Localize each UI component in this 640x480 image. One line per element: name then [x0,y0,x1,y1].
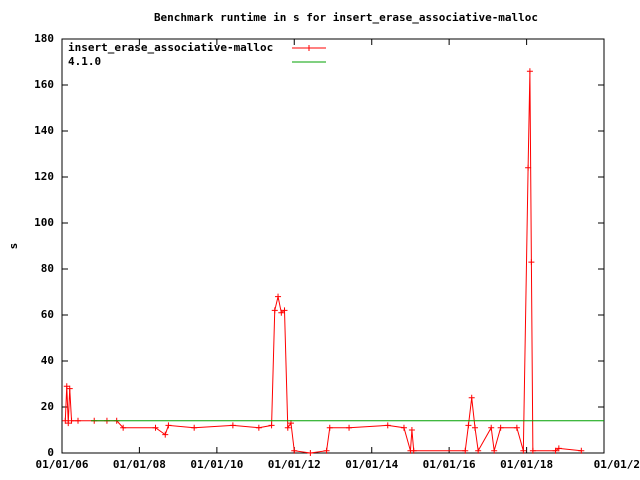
point-marker [291,447,298,454]
point-marker [255,424,262,431]
point-marker [271,307,278,314]
point-marker [307,450,314,456]
point-marker [165,422,172,429]
y-tick-label: 40 [41,354,54,367]
x-tick-label: 01/01/10 [190,458,243,471]
series-line [64,71,582,454]
chart-title: Benchmark runtime in s for insert_erase_… [154,11,538,24]
point-marker [65,420,72,427]
point-marker [384,422,391,429]
point-marker [526,68,533,75]
point-marker [462,447,469,454]
y-tick-label: 120 [34,170,54,183]
point-marker [408,427,415,433]
point-marker [268,422,275,429]
point-marker [468,394,475,401]
point-marker [513,424,520,431]
point-marker [552,447,559,454]
y-tick-label: 160 [34,78,54,91]
x-tick-label: 01/01/18 [500,458,553,471]
point-marker [471,424,478,431]
point-marker [410,447,417,454]
point-marker [555,445,562,452]
point-marker [400,424,407,431]
point-marker [323,447,330,454]
y-tick-label: 20 [41,400,54,413]
y-tick-label: 60 [41,308,54,321]
point-marker [497,424,504,431]
point-marker [191,424,198,431]
point-marker [75,417,82,424]
point-marker [68,417,75,424]
legend-label: 4.1.0 [68,55,101,68]
point-marker [465,422,472,429]
point-marker [284,424,291,431]
x-tick-label: 01/01/08 [113,458,166,471]
legend-marker [306,45,312,51]
y-tick-label: 0 [47,446,54,459]
point-marker [275,293,282,300]
point-marker [491,447,498,454]
x-tick-label: 01/01/12 [268,458,321,471]
point-marker [525,164,532,171]
x-tick-label: 01/01/2 [594,458,640,471]
plot-border [61,38,605,454]
y-axis-label: s [7,243,20,250]
point-marker [326,424,333,431]
point-marker [529,447,536,454]
y-tick-label: 100 [34,216,54,229]
point-marker [120,424,127,431]
point-marker [475,447,482,454]
y-tick-label: 140 [34,124,54,137]
point-marker [528,259,535,266]
x-tick-label: 01/01/06 [36,458,89,471]
y-tick-label: 180 [34,32,54,45]
point-marker [162,431,169,438]
point-marker [346,424,353,431]
point-marker [229,422,236,429]
point-marker [281,307,288,314]
point-marker [578,447,585,454]
point-marker [278,309,285,316]
point-marker [66,385,73,392]
point-marker [488,424,495,431]
point-marker [152,424,159,431]
point-marker [520,447,527,454]
y-tick-label: 80 [41,262,54,275]
legend-label: insert_erase_associative-malloc [68,41,273,54]
x-tick-label: 01/01/16 [423,458,476,471]
x-tick-label: 01/01/14 [345,458,398,471]
